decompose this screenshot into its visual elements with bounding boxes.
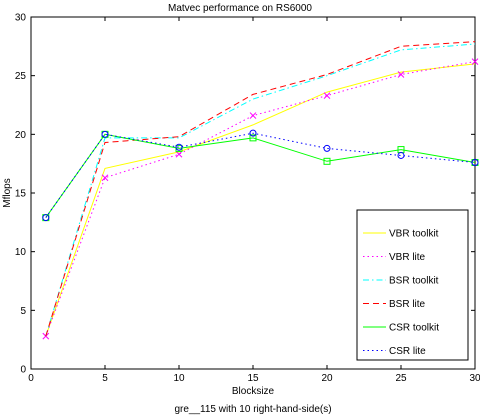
- data-point-csr-toolkit: [249, 134, 257, 142]
- series-line-csr-toolkit: [45, 133, 476, 218]
- series-vbr-lite: [42, 58, 479, 340]
- data-point-csr-lite: [471, 158, 479, 166]
- series-line-bsr-toolkit: [45, 43, 476, 337]
- x-tick-label: 5: [102, 373, 108, 384]
- legend-label-bsr-lite: BSR lite: [389, 299, 426, 310]
- data-point-csr-toolkit: [323, 157, 331, 165]
- legend-label-bsr-toolkit: BSR toolkit: [389, 276, 439, 287]
- legend-label-csr-lite: CSR lite: [389, 346, 426, 357]
- data-point-vbr-lite: [101, 174, 109, 182]
- x-tick-label: 15: [247, 373, 259, 384]
- chart-subtitle: gre__115 with 10 right-hand-side(s): [174, 404, 331, 415]
- y-tick-label: 0: [20, 365, 26, 376]
- data-point-csr-lite: [397, 151, 405, 159]
- legend-label-csr-toolkit: CSR toolkit: [389, 323, 439, 334]
- y-tick-label: 30: [15, 13, 27, 24]
- legend-box: [356, 209, 469, 361]
- x-tick-label: 20: [321, 373, 333, 384]
- legend-label-vbr-lite: VBR lite: [389, 252, 426, 263]
- series-bsr-toolkit: [45, 43, 476, 337]
- data-point-vbr-lite: [42, 332, 50, 340]
- data-point-csr-lite: [175, 143, 183, 151]
- y-tick-label: 20: [15, 130, 27, 141]
- x-axis: 0 5 10 15 20 25 30: [28, 17, 480, 384]
- x-tick-label: 25: [395, 373, 407, 384]
- y-tick-label: 5: [20, 306, 26, 317]
- series-line-bsr-lite: [45, 41, 476, 337]
- data-point-vbr-lite: [323, 92, 331, 99]
- y-axis: 0 5 10 15 20 25 30: [15, 13, 475, 376]
- y-axis-label: Mflops: [2, 178, 13, 207]
- x-tick-label: 30: [469, 373, 480, 384]
- data-point-csr-lite: [42, 214, 50, 222]
- x-tick-label: 10: [173, 373, 185, 384]
- y-tick-label: 15: [15, 189, 27, 200]
- series-layer: [42, 41, 479, 340]
- series-line-vbr-toolkit: [45, 63, 476, 337]
- data-point-vbr-lite: [471, 58, 479, 65]
- data-point-csr-lite: [323, 144, 331, 152]
- data-point-vbr-lite: [397, 71, 405, 78]
- y-tick-label: 25: [15, 71, 27, 82]
- chart-title: Matvec performance on RS6000: [168, 3, 312, 14]
- y-tick-label: 10: [15, 247, 27, 258]
- data-point-vbr-lite: [175, 150, 183, 158]
- legend-label-vbr-toolkit: VBR toolkit: [389, 229, 439, 240]
- legend: VBR toolkit VBR lite BSR toolkit BSR lite CS…: [356, 209, 469, 361]
- data-point-csr-lite: [249, 129, 257, 137]
- x-axis-label: Blocksize: [232, 386, 275, 397]
- series-csr-lite: [42, 129, 479, 222]
- x-tick-label: 0: [28, 373, 34, 384]
- series-vbr-toolkit: [45, 63, 476, 337]
- data-point-vbr-lite: [249, 112, 257, 119]
- data-point-csr-lite: [101, 130, 109, 138]
- series-bsr-lite: [45, 41, 476, 337]
- series-line-csr-lite: [45, 132, 476, 218]
